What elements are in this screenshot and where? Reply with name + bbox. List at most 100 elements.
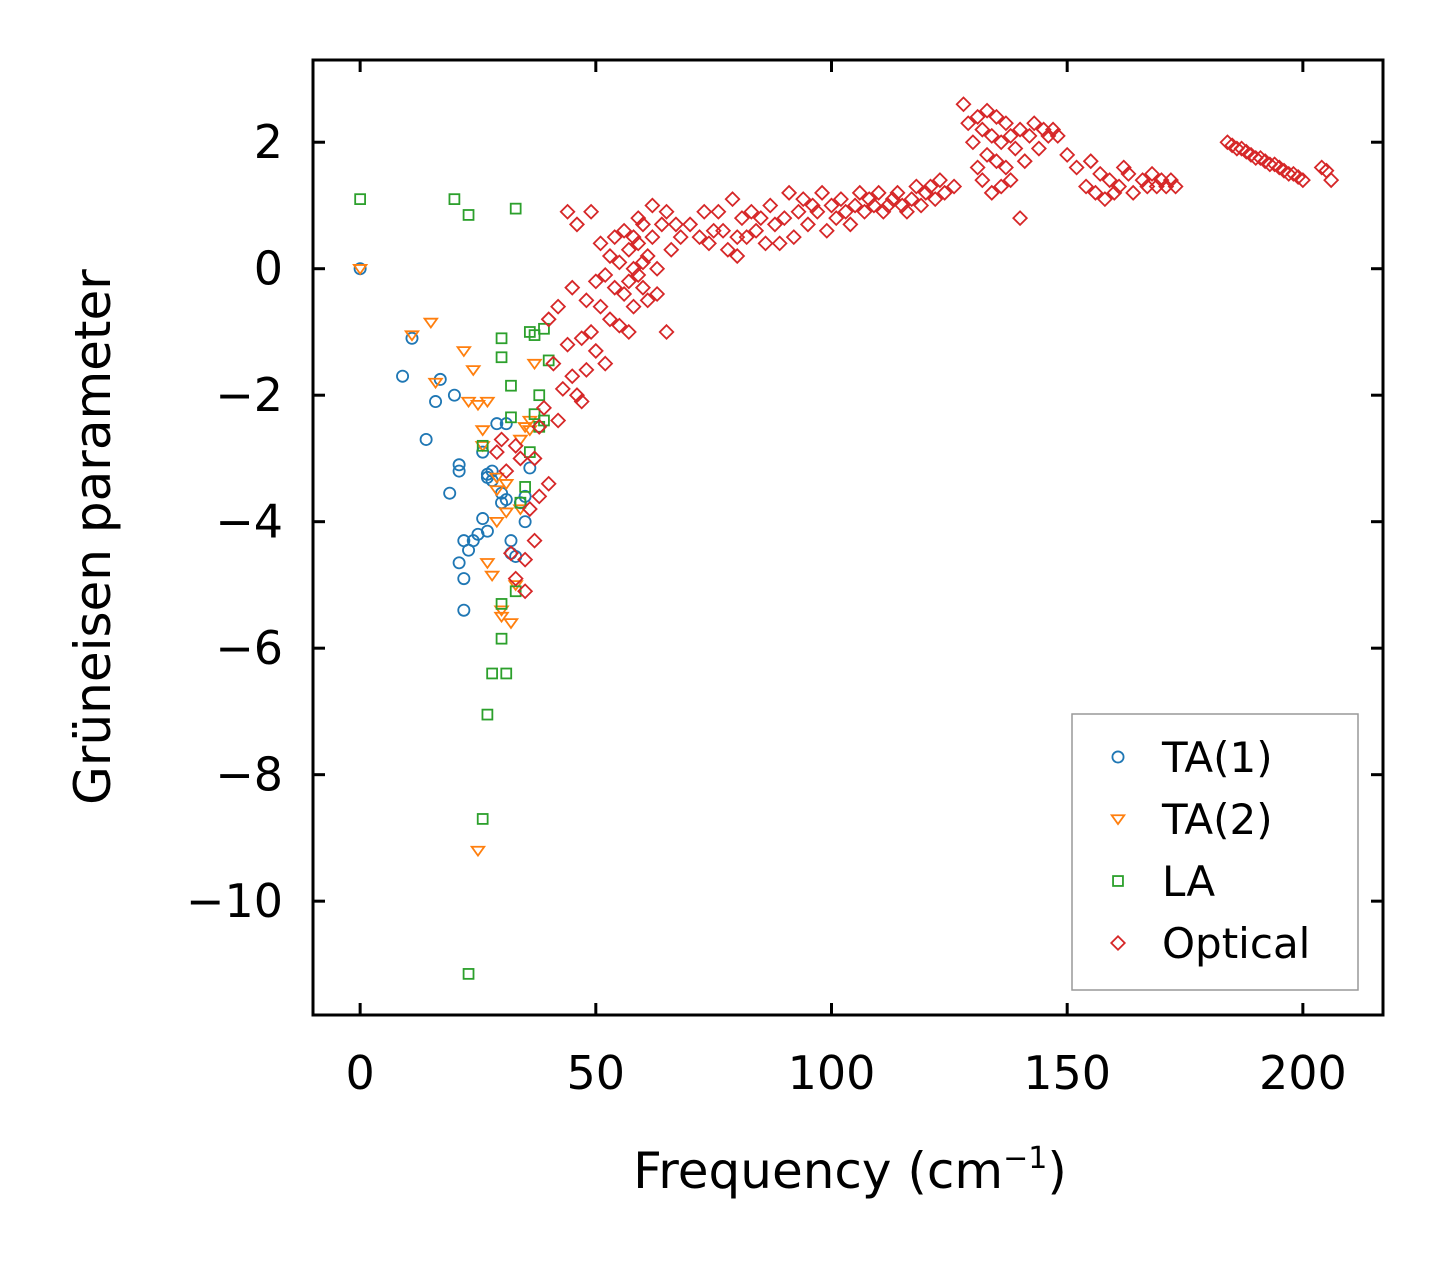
data-point (790, 203, 807, 220)
data-point (908, 178, 925, 195)
data-point (474, 441, 491, 453)
data-point (979, 146, 996, 163)
data-point (476, 813, 489, 825)
data-point (538, 322, 550, 335)
data-point (1101, 172, 1118, 189)
data-point (997, 159, 1014, 176)
data-point (667, 216, 684, 233)
data-point (526, 450, 543, 467)
legend-entry: Optical (1109, 919, 1310, 968)
data-point (1096, 191, 1113, 208)
data-point (559, 336, 576, 353)
data-point (488, 485, 505, 497)
data-point (564, 368, 581, 385)
data-point (1002, 127, 1019, 144)
data-point (457, 603, 471, 617)
y-tick-label: −4 (215, 495, 283, 549)
data-point (526, 358, 543, 371)
data-point (814, 184, 831, 201)
data-point (495, 632, 508, 645)
y-tick-label: −6 (215, 621, 283, 675)
data-point (488, 472, 505, 485)
data-point (658, 203, 675, 220)
data-point (531, 418, 548, 435)
data-point (611, 317, 628, 334)
data-point (484, 570, 501, 583)
data-point (493, 611, 510, 624)
data-point (498, 463, 515, 480)
data-point (1059, 146, 1076, 163)
x-tick-label: 50 (567, 1046, 626, 1100)
data-point (1167, 178, 1184, 195)
data-point (533, 389, 546, 402)
data-point (443, 486, 457, 500)
data-point (856, 203, 873, 220)
data-point (521, 425, 538, 437)
data-point (1228, 140, 1245, 157)
data-point (710, 203, 727, 220)
data-point (818, 222, 835, 239)
data-point (898, 203, 915, 220)
data-point (1078, 178, 1095, 195)
data-point (1134, 172, 1151, 189)
data-point (495, 351, 508, 364)
data-point (809, 203, 826, 220)
data-point (917, 184, 934, 201)
data-point (1092, 165, 1109, 182)
data-point (517, 583, 534, 600)
data-point (913, 197, 930, 214)
data-point (851, 184, 868, 201)
data-point (969, 108, 986, 125)
data-point (578, 292, 595, 309)
data-point (1294, 172, 1311, 189)
data-point (578, 361, 595, 378)
data-point (955, 96, 972, 113)
data-point (498, 507, 515, 519)
data-point (785, 229, 802, 246)
data-point (498, 479, 515, 491)
data-point (837, 203, 854, 220)
legend-marker (1111, 750, 1125, 764)
data-point (1323, 172, 1340, 189)
data-point (672, 229, 689, 246)
data-point (634, 279, 651, 296)
data-point (486, 667, 498, 680)
data-point (452, 464, 466, 478)
data-point (568, 387, 585, 404)
data-point (493, 605, 510, 617)
data-point (1082, 153, 1099, 170)
data-point (523, 461, 537, 475)
data-point (1162, 172, 1179, 189)
data-point (653, 216, 670, 233)
data-point (1026, 115, 1043, 132)
data-point (1016, 153, 1033, 170)
data-point (922, 178, 939, 195)
data-point (564, 279, 581, 296)
data-point (1021, 127, 1038, 144)
data-point (452, 458, 466, 472)
data-point (601, 311, 618, 328)
legend-label: TA(2) (1161, 795, 1273, 844)
axis-ticks: 0 50 100 150 200 2 0 −2 −4 −6 −8 −10 (186, 60, 1383, 1100)
data-point (946, 178, 963, 195)
data-point (452, 556, 466, 570)
data-point (554, 380, 571, 397)
data-point (1106, 184, 1123, 201)
data-point (974, 172, 991, 189)
legend-marker (1109, 814, 1127, 826)
data-point (573, 330, 590, 347)
plot-frame (311, 58, 1385, 1017)
data-point (903, 191, 920, 208)
data-point (625, 298, 642, 315)
data-point (462, 968, 475, 980)
data-point (611, 254, 628, 271)
data-point (587, 342, 604, 359)
data-point (630, 235, 647, 252)
legend-box (1071, 713, 1359, 991)
data-point (649, 260, 666, 277)
y-tick-label: −2 (215, 368, 283, 422)
data-point (519, 481, 531, 493)
data-point (1007, 140, 1024, 157)
series-optical (488, 96, 1340, 600)
